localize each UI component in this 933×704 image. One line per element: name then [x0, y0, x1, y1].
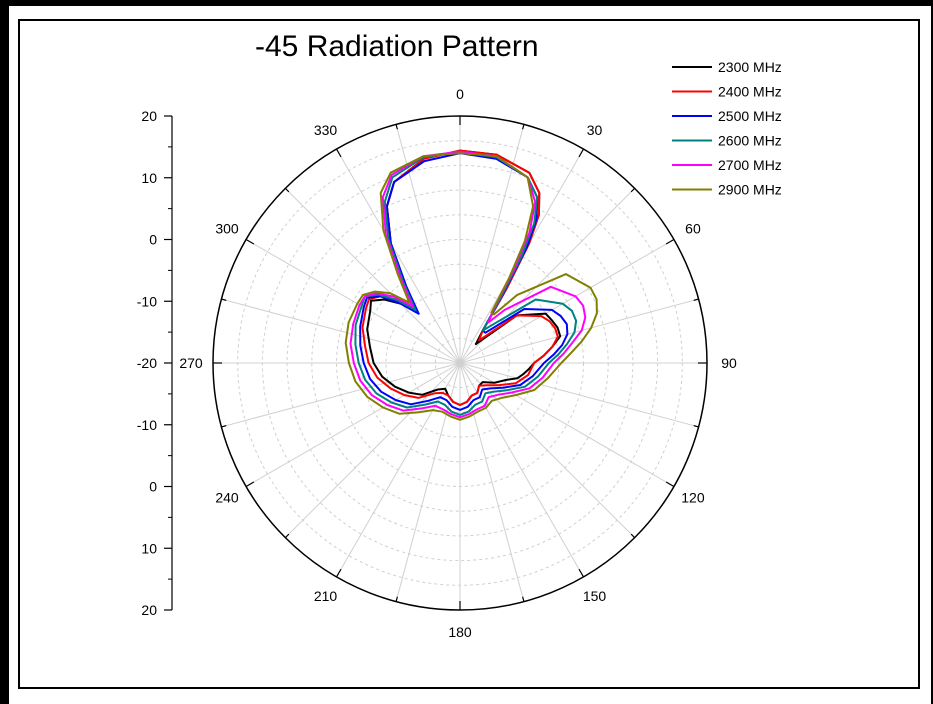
legend-label: 2500 MHz — [718, 108, 782, 124]
angle-tick — [335, 148, 342, 158]
angle-tick — [221, 298, 227, 301]
series-line-2 — [359, 152, 569, 411]
angle-label: 300 — [215, 221, 239, 237]
angle-label: 120 — [681, 490, 705, 506]
legend-label: 2300 MHz — [718, 59, 782, 75]
grid-spoke — [459, 362, 584, 578]
angle-tick — [630, 533, 636, 539]
grid-spoke — [336, 362, 461, 578]
radial-tick-label: 20 — [141, 108, 157, 124]
angle-tick — [395, 596, 398, 602]
grid-spoke — [221, 298, 461, 364]
angle-tick — [245, 238, 255, 245]
grid-spoke — [221, 362, 461, 428]
legend-label: 2900 MHz — [718, 182, 782, 198]
radial-tick-label: 0 — [149, 232, 157, 248]
radial-tick-label: 0 — [149, 479, 157, 495]
plot-frame — [18, 19, 920, 689]
angle-tick — [522, 124, 525, 130]
angle-tick — [522, 596, 525, 602]
angle-label: 60 — [685, 221, 701, 237]
angle-label: 90 — [721, 355, 737, 371]
angle-labels: 0 30 60 90 120 150 180 210 240 270 300 330 — [179, 86, 737, 640]
grid-spoke — [459, 362, 699, 428]
angle-tick — [665, 481, 675, 488]
radial-tick-label: 20 — [141, 602, 157, 618]
radial-tick-label: -10 — [137, 293, 157, 309]
radial-tick-label: 10 — [141, 170, 157, 186]
grid-spoke — [336, 148, 461, 364]
angle-tick — [284, 533, 290, 539]
legend: 2300 MHz 2400 MHz 2500 MHz 2600 MHz 2700 MHz… — [672, 59, 782, 198]
radial-tick-label: 10 — [141, 540, 157, 556]
grid-spoke — [459, 298, 699, 364]
angle-tick — [630, 187, 636, 193]
legend-label: 2400 MHz — [718, 84, 782, 100]
series-line-3 — [354, 150, 578, 416]
radial-tick-label: -10 — [137, 417, 157, 433]
grid-spoke — [245, 362, 461, 487]
angle-tick — [335, 568, 342, 578]
chart-title: -45 Radiation Pattern — [255, 30, 539, 63]
grid-spoke — [459, 362, 675, 487]
angle-tick — [693, 425, 699, 428]
series-line-5 — [344, 152, 598, 421]
grid-spoke — [459, 239, 675, 364]
grid-spoke — [245, 239, 461, 364]
grid-spoke — [284, 187, 461, 364]
canvas-background — [9, 6, 931, 704]
polar-grid — [213, 116, 707, 610]
legend-label: 2600 MHz — [718, 133, 782, 149]
angle-label: 210 — [314, 588, 338, 604]
angle-tick — [578, 148, 585, 158]
legend-label: 2700 MHz — [718, 157, 782, 173]
angle-label: 240 — [215, 490, 239, 506]
angle-tick — [578, 568, 585, 578]
angle-label: 330 — [314, 122, 338, 138]
angle-tick — [693, 298, 699, 301]
angle-tick — [395, 124, 398, 130]
radial-axis: 20 10 0 -10 -20 -10 0 10 20 — [137, 108, 173, 618]
angle-label: 0 — [456, 86, 464, 102]
angle-tick — [245, 481, 255, 488]
outer-circle-layer — [212, 115, 708, 611]
angle-label: 30 — [587, 122, 603, 138]
angle-tick — [665, 238, 675, 245]
angle-label: 180 — [448, 624, 472, 640]
series-line-4 — [349, 150, 587, 419]
radial-tick-label: -20 — [137, 355, 157, 371]
series-layer — [344, 149, 598, 421]
angle-label: 150 — [583, 588, 607, 604]
angle-tick — [221, 425, 227, 428]
angle-label: 270 — [179, 355, 203, 371]
angle-tick — [284, 187, 290, 193]
